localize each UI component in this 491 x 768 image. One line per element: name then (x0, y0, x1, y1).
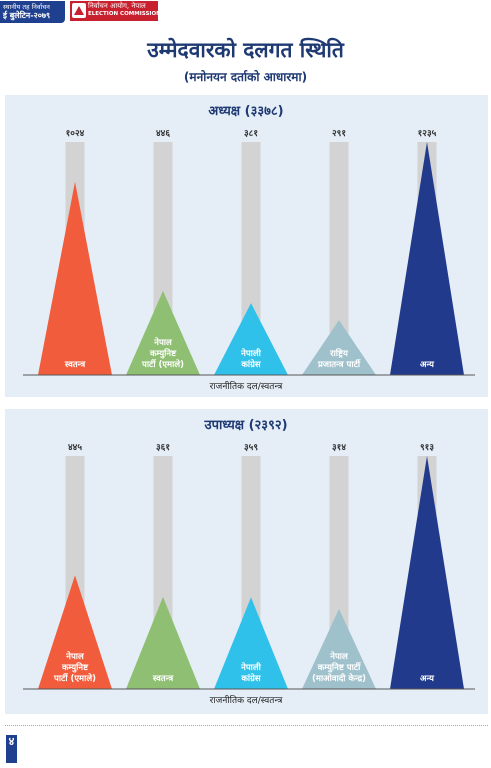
data-label: २९१ (332, 129, 346, 139)
column-track (329, 142, 349, 375)
bulletin-badge: स्थानीय तह निर्वाचन ई बुलेटिन-२०७९ (0, 1, 65, 23)
category-label: स्वतन्त्र (64, 360, 86, 370)
data-bar (302, 608, 376, 689)
page-subtitle: (मनोनयन दर्ताको आधारमा) (183, 70, 308, 84)
data-label: ४४६ (156, 129, 170, 139)
chart-vice-chairperson: उपाध्यक्ष (२३९२)४४५नेपालकम्युनिष्टपार्टी… (23, 418, 475, 706)
category-label: नेपाल (329, 651, 349, 662)
category-label: नेपाल (153, 337, 173, 348)
category-label: राष्ट्रिय (329, 348, 349, 359)
commission-logo: निर्वाचन आयोग, नेपाल ELECTION COMMISSION… (70, 1, 185, 21)
data-bar (214, 303, 288, 375)
data-label: ३८१ (244, 129, 258, 139)
category-label: पार्टी (एमाले) (53, 673, 96, 684)
chart-title: अध्यक्ष (३३७८) (208, 104, 283, 119)
category-label: नेपाल (65, 651, 85, 662)
commission-name-english: ELECTION COMMISSION, NEPAL (88, 11, 185, 17)
data-bar (302, 320, 376, 375)
page-title: उम्मेदवारको दलगत स्थिति (147, 38, 344, 62)
bulletin-line1: स्थानीय तह निर्वाचन (3, 3, 50, 11)
data-bar (126, 596, 200, 689)
data-bar (38, 181, 112, 375)
data-label: ३१४ (332, 443, 346, 453)
commission-emblem-icon (72, 3, 86, 18)
x-axis-label: राजनीतिक दल/स्वतन्त्र (210, 694, 284, 706)
x-axis-label: राजनीतिक दल/स्वतन्त्र (210, 380, 284, 392)
category-label: प्रजातन्त्र पार्टी (317, 359, 361, 370)
category-label: नेपाली (240, 662, 262, 673)
data-bar (390, 142, 464, 375)
data-label: ४४५ (68, 443, 82, 453)
data-label: १२३५ (418, 129, 437, 139)
bulletin-header: स्थानीय तह निर्वाचन ई बुलेटिन-२०७९ निर्व… (0, 0, 491, 26)
category-label: कांग्रेस (240, 359, 262, 370)
chart-panel-vice-chairperson: उपाध्यक्ष (२३९२) ४४५ नेपाल कम्युनिष्ट पार्टी… (5, 409, 488, 714)
category-label: नेपाली (240, 348, 262, 359)
chart-panel-chairperson: अध्यक्ष (३३७८) १०२४ स्वतन्त्र ४४६ नेपाल कम्यु… (5, 95, 488, 397)
category-label: कम्युनिष्ट (149, 348, 177, 359)
bulletin-line2: ई बुलेटिन-२०७९ (3, 11, 51, 20)
data-label: ९१३ (420, 443, 434, 453)
page-number: ४ (6, 735, 17, 763)
chart-title: उपाध्यक्ष (२३९२) (203, 418, 287, 433)
commission-name-nepali: निर्वाचन आयोग, नेपाल (88, 2, 146, 10)
chart-chairperson: अध्यक्ष (३३७८) १०२४ स्वतन्त्र ४४६ नेपालकम्यु… (23, 104, 475, 392)
category-label: स्वतन्त्र (152, 674, 174, 684)
data-bar (126, 290, 200, 375)
footer-divider (5, 725, 488, 726)
category-label: कम्युनिष्ट (61, 662, 89, 673)
category-label: कम्युनिष्ट पार्टी (317, 662, 361, 673)
data-label: ३५९ (244, 443, 258, 453)
category-label: पार्टी (एमाले) (141, 359, 184, 370)
category-label: कांग्रेस (240, 673, 262, 684)
data-label: ३६१ (156, 443, 170, 453)
data-bar (390, 456, 464, 689)
data-label: १०२४ (66, 129, 85, 139)
data-bar (38, 575, 112, 689)
data-bar (214, 597, 288, 689)
category-label: (माओवादी केन्द्र) (312, 673, 366, 684)
category-label: अन्य (420, 674, 435, 684)
category-label: अन्य (420, 360, 435, 370)
